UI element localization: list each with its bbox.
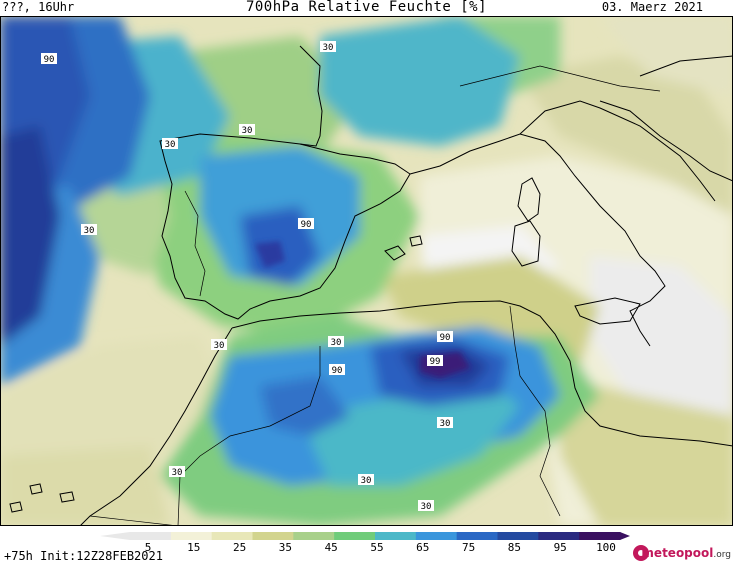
svg-text:30: 30 xyxy=(361,476,372,486)
contour-label: 90 xyxy=(298,218,314,230)
svg-text:30: 30 xyxy=(323,43,334,53)
contour-label: 30 xyxy=(328,336,344,348)
contour-label: 30 xyxy=(320,41,336,53)
contour-label: 30 xyxy=(81,224,97,236)
scale-tick-label: 65 xyxy=(416,541,430,554)
scale-tick-label: 75 xyxy=(461,541,476,554)
contour-label: 90 xyxy=(329,364,345,376)
valid-date-label: 03. Maerz 2021 xyxy=(601,0,703,14)
scale-swatch xyxy=(538,532,580,540)
map-footer: 5 15 25 35 45 55 65 75 85 95 100 +75h Init:12Z28FE… xyxy=(0,526,733,566)
svg-text:30: 30 xyxy=(440,419,451,429)
contour-label: 90 xyxy=(41,53,57,65)
scale-arrow-low xyxy=(100,532,130,540)
contour-label: 30 xyxy=(437,417,453,429)
svg-text:30: 30 xyxy=(421,502,432,512)
contour-label: 90 xyxy=(437,331,453,343)
scale-swatch xyxy=(130,532,172,540)
humidity-field xyxy=(0,16,733,526)
scale-swatch xyxy=(456,532,498,540)
coastlines xyxy=(9,45,733,526)
svg-text:90: 90 xyxy=(44,55,55,65)
svg-text:99: 99 xyxy=(430,357,441,367)
scale-swatch xyxy=(211,532,253,540)
svg-text:30: 30 xyxy=(242,126,253,136)
contour-label: 99 xyxy=(427,355,443,367)
scale-tick-label: 5 xyxy=(144,541,152,554)
scale-tick-label: 100 xyxy=(596,541,616,554)
contour-label: 30 xyxy=(358,474,374,486)
scale-swatch xyxy=(579,532,621,540)
scale-tick-label: 85 xyxy=(507,541,522,554)
svg-text:30: 30 xyxy=(84,226,95,236)
contour-label: 30 xyxy=(239,124,255,136)
svg-text:30: 30 xyxy=(172,468,183,478)
scale-tick-label: 45 xyxy=(324,541,338,554)
scale-swatch xyxy=(170,532,213,540)
contour-labels: 90 30 30 30 30 90 30 30 90 99 90 30 30 3… xyxy=(41,41,453,512)
scale-tick-label: 25 xyxy=(232,541,247,554)
scale-swatch xyxy=(293,532,335,540)
svg-text:90: 90 xyxy=(332,366,343,376)
color-scale-bar xyxy=(100,532,630,540)
scale-tick-label: 55 xyxy=(370,541,384,554)
scale-tick-label: 95 xyxy=(553,541,567,554)
map-title: 700hPa Relative Feuchte [%] xyxy=(245,0,488,15)
model-run-info: +75h Init:12Z28FEB2021 xyxy=(4,549,163,563)
scale-swatch xyxy=(334,532,376,540)
humidity-map: 90 30 30 30 30 90 30 30 90 99 90 30 30 3… xyxy=(0,16,733,526)
brand-link[interactable]: meteopool.org xyxy=(641,546,731,560)
scale-tick-label: 35 xyxy=(278,541,293,554)
svg-text:30: 30 xyxy=(214,341,225,351)
scale-swatch xyxy=(375,532,417,540)
scale-swatch xyxy=(415,532,458,540)
svg-text:90: 90 xyxy=(301,220,312,230)
svg-text:30: 30 xyxy=(331,338,342,348)
scale-swatch xyxy=(252,532,294,540)
svg-text:90: 90 xyxy=(440,333,451,343)
brand-suffix: .org xyxy=(713,550,731,560)
brand-name: meteopool xyxy=(641,546,714,560)
map-header: ???, 16Uhr 700hPa Relative Feuchte [%] 0… xyxy=(0,0,733,16)
contour-label: 30 xyxy=(211,339,227,351)
meteopool-logo-icon xyxy=(633,545,649,561)
scale-arrow-high xyxy=(620,532,630,540)
scale-tick-label: 15 xyxy=(187,541,201,554)
scale-swatch xyxy=(497,532,539,540)
svg-text:30: 30 xyxy=(165,140,176,150)
contour-label: 30 xyxy=(169,466,185,478)
valid-time-label: ???, 16Uhr xyxy=(2,0,75,14)
contour-label: 30 xyxy=(162,138,178,150)
contour-label: 30 xyxy=(418,500,434,512)
